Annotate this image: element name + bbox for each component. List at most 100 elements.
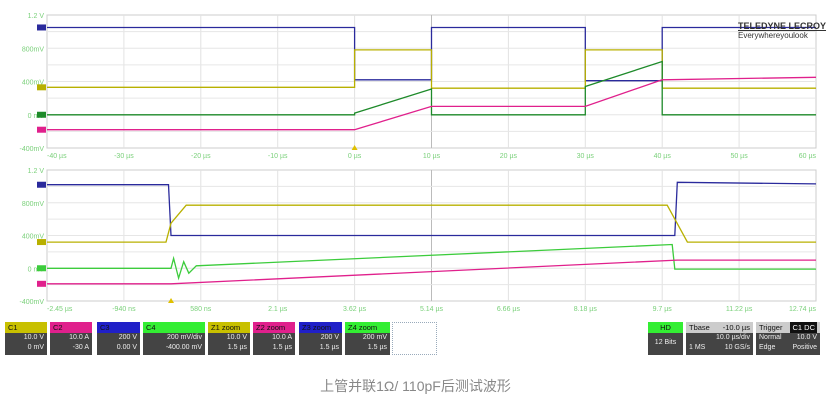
y-tick-label: 1.2 V bbox=[28, 13, 45, 20]
x-tick-label: 30 µs bbox=[577, 153, 595, 160]
channel-box-z2[interactable]: Z2 zoom 10.0 A 1.5 µs bbox=[253, 322, 295, 355]
x-tick-label: -40 µs bbox=[47, 153, 67, 160]
y-tick-label: -400mV bbox=[19, 146, 44, 153]
channel-label: Z3 zoom bbox=[299, 322, 342, 333]
trigger-position-marker[interactable] bbox=[168, 298, 175, 303]
x-tick-label: 2.1 µs bbox=[268, 306, 288, 313]
channel-offset: 1.5 µs bbox=[367, 344, 387, 351]
hd-label: HD bbox=[648, 322, 683, 333]
caption: 上管并联1Ω/ 110pF后测试波形 bbox=[320, 378, 511, 394]
x-tick-label: 20 µs bbox=[500, 153, 518, 160]
channel-scale: 200 V bbox=[118, 334, 137, 341]
trace-marker-z1[interactable] bbox=[37, 239, 46, 246]
channel-scale: 10.0 V bbox=[226, 334, 247, 341]
channel-scale: 200 mV bbox=[362, 334, 387, 341]
logo-tagline: Everywhereyoulook bbox=[738, 31, 808, 40]
x-tick-label: -940 ns bbox=[112, 306, 136, 313]
trace-marker-c3[interactable] bbox=[37, 24, 46, 31]
oscilloscope-display: -40 µs -30 µs -20 µs -10 µs 0 µs 10 µs 20 µs 30… bbox=[19, 13, 817, 313]
trace-marker-c2[interactable] bbox=[37, 126, 46, 133]
channel-label: C2 bbox=[50, 322, 92, 333]
x-tick-label: -10 µs bbox=[268, 153, 288, 160]
channel-scale: 200 V bbox=[320, 334, 339, 341]
y-tick-label: 0 mV bbox=[28, 266, 45, 273]
channel-offset: 1.5 µs bbox=[272, 344, 292, 351]
trace-c4 bbox=[47, 60, 816, 116]
channel-scale: 200 mV/div bbox=[166, 334, 202, 341]
x-tick-label: 580 ns bbox=[190, 306, 212, 313]
trigger-position-marker[interactable] bbox=[351, 145, 358, 150]
channel-box-c3[interactable]: C3 200 V 0.00 V bbox=[97, 322, 140, 355]
channel-box-z3[interactable]: Z3 zoom 200 V 1.5 µs bbox=[299, 322, 342, 355]
channel-box-c1[interactable]: C1 10.0 V 0 mV bbox=[5, 322, 47, 355]
trace-z1 bbox=[47, 204, 816, 243]
trace-marker-c1[interactable] bbox=[37, 84, 46, 91]
trace-marker-z3[interactable] bbox=[37, 181, 46, 188]
trigger-source: C1 DC bbox=[790, 322, 817, 333]
x-tick-label: 3.62 µs bbox=[343, 306, 367, 313]
y-tick-label: -400mV bbox=[19, 299, 44, 306]
x-tick-label: 0 µs bbox=[348, 153, 362, 160]
x-tick-label: 12.74 µs bbox=[789, 306, 816, 313]
timebase-panel[interactable]: Tbase -10.0 µs 10.0 µs/div 1 MS 10 GS/s bbox=[686, 322, 753, 355]
trace-z2 bbox=[47, 259, 816, 285]
trigger-type: Edge bbox=[759, 344, 776, 351]
channel-box-z4[interactable]: Z4 zoom 200 mV 1.5 µs bbox=[345, 322, 390, 355]
channel-label: C3 bbox=[97, 322, 140, 333]
channel-label: Z1 zoom bbox=[208, 322, 250, 333]
timebase-delay: -10.0 µs bbox=[722, 323, 750, 332]
channel-offset: 1.5 µs bbox=[319, 344, 339, 351]
x-tick-label: 9.7 µs bbox=[653, 306, 673, 313]
channel-scale: 10.0 V bbox=[23, 334, 44, 341]
x-tick-label: -20 µs bbox=[191, 153, 211, 160]
channel-label: Z4 zoom bbox=[345, 322, 390, 333]
empty-channel-slot[interactable] bbox=[392, 322, 437, 355]
x-tick-label: 60 µs bbox=[799, 153, 817, 160]
channel-box-c2[interactable]: C2 10.0 A -30 A bbox=[50, 322, 92, 355]
trigger-label: Trigger bbox=[759, 323, 783, 332]
trace-c2 bbox=[47, 76, 817, 131]
channel-label: C1 bbox=[5, 322, 47, 333]
channel-offset: 0.00 V bbox=[116, 344, 137, 351]
channel-offset: -400.00 mV bbox=[165, 344, 202, 351]
channel-box-z1[interactable]: Z1 zoom 10.0 V 1.5 µs bbox=[208, 322, 250, 355]
x-tick-label: 8.18 µs bbox=[574, 306, 598, 313]
trace-marker-c4[interactable] bbox=[37, 111, 46, 118]
x-tick-label: -30 µs bbox=[114, 153, 134, 160]
channel-label: C4 bbox=[143, 322, 205, 333]
timebase-label: Tbase bbox=[689, 323, 710, 332]
x-tick-label: 5.14 µs bbox=[420, 306, 444, 313]
hd-bits: 12 Bits bbox=[654, 339, 677, 346]
channel-scale: 10.0 A bbox=[272, 334, 292, 341]
x-tick-label: 6.66 µs bbox=[497, 306, 521, 313]
x-tick-label: 11.22 µs bbox=[726, 306, 753, 313]
timebase-rate: 10 GS/s bbox=[724, 344, 750, 351]
zoom-plot: -2.45 µs -940 ns 580 ns 2.1 µs 3.62 µs 5.14 µ… bbox=[19, 168, 817, 313]
trigger-panel[interactable]: Trigger C1 DC Normal 10.0 V Edge Positive bbox=[756, 322, 820, 355]
channel-box-c4[interactable]: C4 200 mV/div -400.00 mV bbox=[143, 322, 205, 355]
x-tick-label: -2.45 µs bbox=[47, 306, 73, 313]
trigger-slope: Positive bbox=[792, 344, 817, 351]
x-tick-label: 10 µs bbox=[423, 153, 441, 160]
y-tick-label: 0 mV bbox=[28, 113, 45, 120]
trace-z4 bbox=[47, 243, 816, 281]
y-tick-label: 1.2 V bbox=[28, 168, 45, 175]
trigger-mode: Normal bbox=[759, 334, 782, 341]
timebase-samples: 1 MS bbox=[689, 344, 706, 351]
hd-panel[interactable]: HD 12 Bits bbox=[648, 322, 683, 355]
logo-brand: TELEDYNE LECROY bbox=[738, 21, 827, 31]
y-tick-label: 800mV bbox=[22, 46, 45, 53]
y-tick-label: 800mV bbox=[22, 201, 45, 208]
trace-marker-z2[interactable] bbox=[37, 280, 46, 287]
channel-offset: 1.5 µs bbox=[227, 344, 247, 351]
trace-z3 bbox=[47, 181, 817, 237]
trigger-level: 10.0 V bbox=[796, 334, 817, 341]
y-tick-label: 400mV bbox=[22, 80, 45, 87]
channel-offset: 0 mV bbox=[27, 344, 44, 351]
teledyne-lecroy-logo: TELEDYNE LECROY Everywhereyoulook bbox=[700, 21, 826, 40]
x-tick-label: 40 µs bbox=[654, 153, 672, 160]
trace-marker-z4[interactable] bbox=[37, 265, 46, 272]
channel-scale: 10.0 A bbox=[69, 334, 89, 341]
x-tick-label: 50 µs bbox=[730, 153, 748, 160]
channel-offset: -30 A bbox=[72, 344, 89, 351]
